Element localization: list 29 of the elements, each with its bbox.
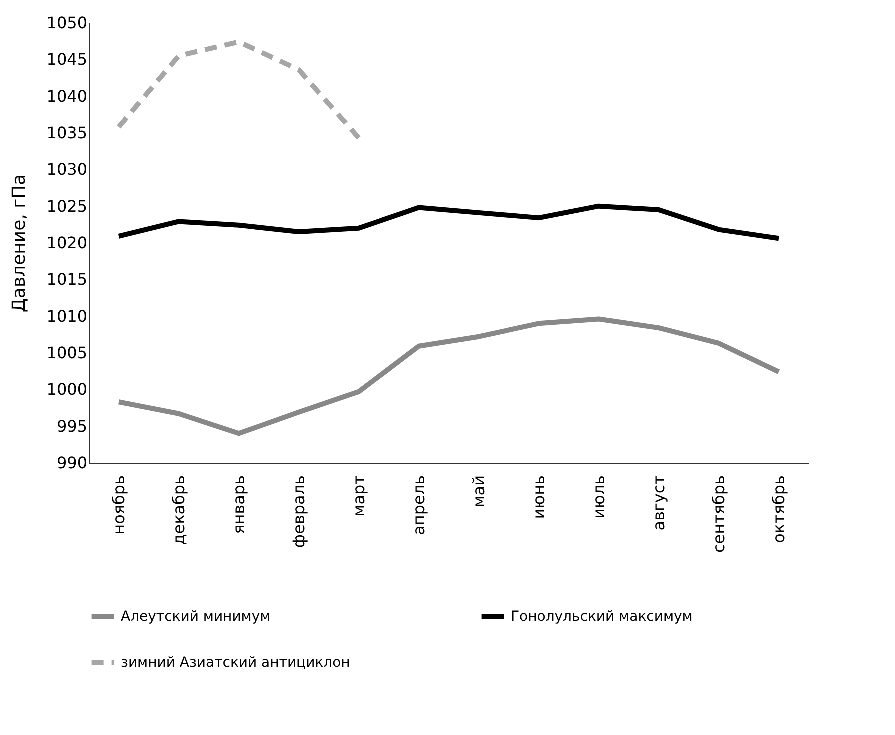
x-tick-label: октябрь — [770, 476, 788, 544]
x-tick-label: август — [650, 476, 668, 531]
y-tick-label: 1040 — [46, 86, 88, 106]
x-tick-label: март — [350, 476, 368, 517]
x-tick-label: январь — [230, 476, 248, 534]
y-tick-label: 1025 — [46, 196, 88, 216]
y-tick-label: 1035 — [46, 124, 88, 142]
y-tick-label: 990 — [56, 454, 88, 472]
y-tick-label: 1050 — [46, 14, 88, 32]
legend-label: Алеутский минимум — [121, 609, 271, 625]
y-tick-label: 1000 — [46, 380, 88, 400]
y-tick-label: 1030 — [46, 160, 88, 180]
x-tick-label: декабрь — [170, 476, 188, 546]
y-axis-title: Давление, гПа — [8, 174, 30, 313]
legend-label: Гонолульский максимум — [511, 609, 693, 625]
legend-label: зимний Азиатский антициклон — [121, 655, 350, 671]
y-tick-label: 1015 — [46, 270, 88, 290]
x-tick-label: ноябрь — [110, 476, 128, 535]
y-tick-label: 1005 — [46, 344, 88, 362]
y-tick-label: 995 — [56, 416, 88, 436]
y-tick-label: 1010 — [46, 306, 88, 326]
x-tick-label: апрель — [410, 476, 428, 536]
x-tick-label: сентябрь — [710, 476, 728, 553]
y-tick-label: 1020 — [46, 234, 88, 252]
x-tick-label: февраль — [290, 476, 308, 548]
y-tick-label: 1045 — [46, 50, 88, 70]
x-tick-label: май — [470, 476, 488, 508]
x-tick-label: июль — [590, 476, 608, 520]
x-tick-label: июнь — [530, 476, 548, 520]
